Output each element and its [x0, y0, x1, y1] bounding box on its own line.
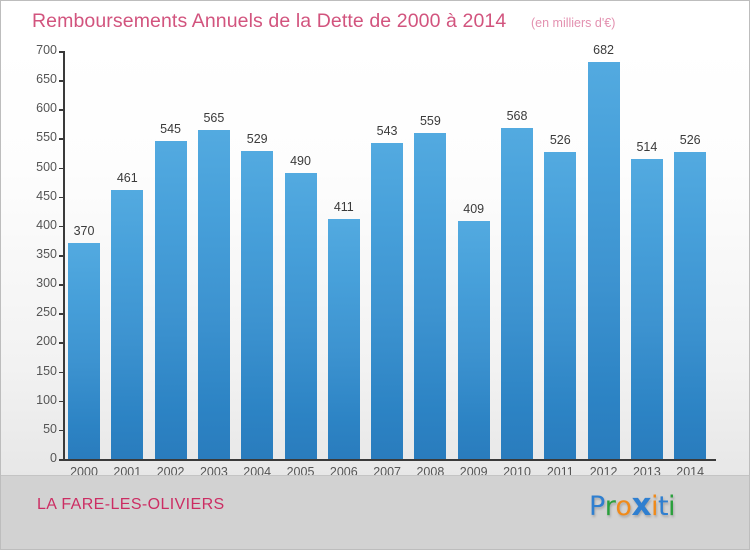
- bar[interactable]: 526: [674, 133, 707, 459]
- y-tick-label: 650: [36, 72, 57, 87]
- bar-value-label: 411: [333, 200, 354, 215]
- y-tick-label: 400: [36, 217, 57, 232]
- bar[interactable]: 526: [544, 133, 577, 459]
- bar-value-label: 543: [376, 123, 398, 138]
- y-tick-mark: [59, 51, 65, 53]
- logo-letter-i-second: i: [668, 491, 676, 522]
- bar[interactable]: 568: [501, 109, 533, 459]
- logo-letter-t: t: [657, 491, 669, 522]
- bar[interactable]: 682: [587, 43, 620, 459]
- y-tick-label: 0: [50, 451, 57, 465]
- y-tick-mark: [59, 196, 65, 199]
- y-tick: 0: [1, 451, 71, 465]
- y-tick: 600: [1, 101, 71, 115]
- bar[interactable]: 529: [241, 132, 274, 459]
- y-tick: 350: [1, 247, 71, 261]
- bar-value-label: 529: [246, 131, 268, 146]
- y-tick-label: 100: [36, 392, 57, 407]
- y-tick: 700: [1, 43, 71, 57]
- commune-label: LA FARE-LES-OLIVIERS: [37, 496, 225, 513]
- y-tick: 300: [1, 276, 71, 290]
- y-tick: 650: [1, 72, 71, 86]
- y-tick-mark: [59, 80, 65, 82]
- bar-value-label: 526: [679, 133, 701, 148]
- logo-letter-o: o: [615, 491, 632, 522]
- page-title: Remboursements Annuels de la Dette de 20…: [32, 10, 507, 32]
- chart-footer: LA FARE-LES-OLIVIERS: [1, 475, 749, 549]
- y-tick-label: 150: [36, 363, 57, 378]
- bar[interactable]: 409: [457, 202, 490, 459]
- y-tick: 200: [1, 334, 71, 348]
- bar-value-label: 514: [636, 140, 658, 155]
- y-tick-label: 50: [43, 421, 57, 436]
- bar[interactable]: 545: [154, 122, 187, 459]
- y-tick: 100: [1, 393, 71, 407]
- bar[interactable]: 461: [111, 171, 144, 459]
- y-tick-mark: [59, 284, 65, 286]
- bar[interactable]: 559: [414, 114, 447, 459]
- logo-letter-r: r: [604, 491, 616, 522]
- y-tick: 400: [1, 218, 71, 232]
- bar-value-label: 565: [203, 110, 225, 125]
- y-tick-label: 250: [36, 305, 57, 320]
- y-tick-mark: [59, 342, 65, 344]
- bar[interactable]: 514: [630, 140, 663, 459]
- bar-value-label: 559: [419, 114, 441, 129]
- y-tick-mark: [59, 429, 65, 432]
- y-tick: 450: [1, 189, 71, 203]
- y-tick-label: 350: [36, 247, 57, 261]
- y-tick-label: 300: [36, 276, 57, 291]
- logo-letter-p: P: [589, 491, 605, 522]
- y-tick-mark: [59, 138, 65, 140]
- bars-container: 370 461 545 565 529 490 411 543 559 409 568 526 682 5…: [64, 43, 716, 459]
- chart-subtitle: (en milliers d'€): [531, 16, 616, 30]
- bar[interactable]: 543: [371, 124, 404, 459]
- bar-value-label: 545: [160, 122, 182, 137]
- logo-letter-x: x: [631, 487, 651, 523]
- y-tick: 150: [1, 364, 71, 378]
- y-tick-mark: [59, 400, 65, 403]
- y-tick-mark: [59, 225, 65, 228]
- y-tick-mark: [59, 167, 65, 170]
- y-tick: 500: [1, 160, 71, 174]
- y-tick-label: 200: [36, 334, 57, 349]
- y-tick-mark: [59, 313, 65, 315]
- y-tick-label: 700: [36, 43, 57, 57]
- y-tick-mark: [59, 371, 65, 374]
- y-tick-mark: [59, 459, 65, 461]
- y-tick-label: 600: [36, 101, 57, 116]
- bar-value-label: 568: [506, 108, 528, 123]
- bar-value-label: 490: [290, 154, 311, 169]
- bar[interactable]: 370: [68, 224, 100, 459]
- bar[interactable]: 490: [284, 154, 317, 459]
- x-axis-line: [63, 459, 716, 461]
- chart-plot-area: 0 50 100 150 200 250 300 350 400 450 500 550 600 650 7…: [1, 41, 749, 479]
- bar-value-label: 409: [463, 201, 485, 216]
- bar-value-label: 526: [549, 133, 571, 148]
- y-tick-mark: [59, 255, 65, 257]
- y-tick-label: 450: [36, 188, 57, 203]
- proxiti-logo[interactable]: Proxiti: [589, 487, 676, 523]
- y-tick-mark: [59, 109, 65, 111]
- bar[interactable]: 411: [327, 200, 360, 459]
- y-tick-label: 550: [36, 130, 57, 145]
- bar-value-label: 370: [73, 224, 95, 239]
- bar[interactable]: 565: [197, 111, 230, 459]
- footer-divider: [1, 475, 749, 476]
- y-tick: 250: [1, 305, 71, 319]
- chart-header: Remboursements Annuels de la Dette de 20…: [1, 1, 749, 41]
- bar-value-label: 461: [116, 171, 138, 186]
- bar-value-label: 682: [593, 42, 615, 57]
- y-tick: 550: [1, 130, 71, 144]
- y-tick: 50: [1, 422, 71, 436]
- y-tick-label: 500: [36, 159, 57, 174]
- logo-letter-i-first: i: [650, 491, 659, 522]
